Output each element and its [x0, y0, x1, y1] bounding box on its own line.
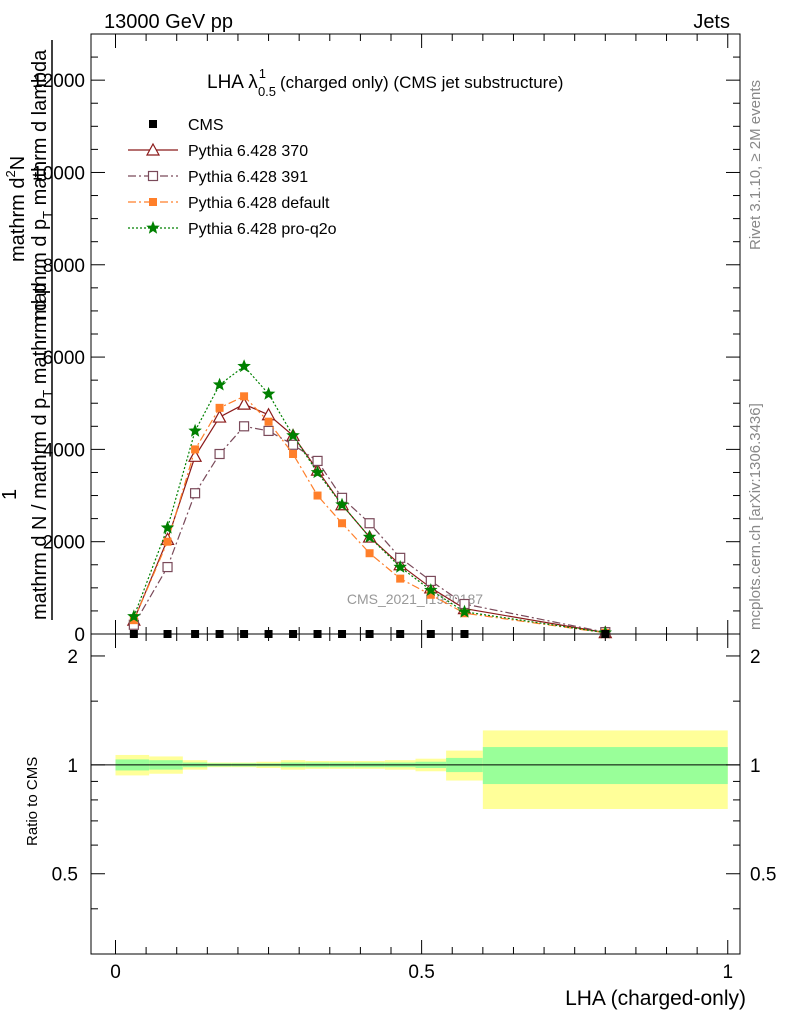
main-y-label: 1 mathrm d2N mathrm d pT mathrm d lambda…	[0, 40, 55, 620]
header-right: Jets	[693, 11, 730, 33]
data-point	[310, 465, 325, 479]
data-point	[335, 497, 349, 511]
legend-label: Pythia 6.428 pro-q2o	[188, 221, 337, 238]
series-line	[133, 395, 606, 634]
ratio-bands	[91, 730, 740, 810]
legend-entry: Pythia 6.428 pro-q2o	[128, 220, 337, 238]
main-title: LHA λ1 0.5 (charged only) (CMS jet substru…	[207, 66, 563, 99]
data-point	[457, 604, 472, 618]
data-point	[289, 450, 298, 458]
x-axis-label: LHA (charged-only)	[565, 987, 746, 1010]
data-point	[212, 377, 227, 391]
y-tick-label: 2000	[43, 533, 85, 554]
legend-marker	[146, 220, 160, 234]
ratio-y-tick-label: 1	[67, 756, 78, 777]
data-point	[393, 559, 407, 573]
x-tick-label: 1	[722, 962, 733, 983]
data-point	[426, 590, 435, 599]
main-title-rest: (charged only) (CMS jet substructure)	[280, 73, 563, 92]
legend-marker	[149, 120, 157, 128]
y-tick-label: 4000	[43, 440, 85, 461]
data-point	[313, 491, 322, 500]
main-y-axis: 0 2000 4000 6000 8000 10000 12000	[32, 33, 740, 646]
ratio-y-tick-label: 0.5	[52, 865, 78, 886]
data-point	[364, 518, 375, 529]
ratio-y-tick-label-right: 0.5	[750, 865, 776, 886]
y-tick-label: 8000	[43, 256, 85, 277]
y-label-one: 1	[0, 489, 21, 500]
legend-entry: Pythia 6.428 391	[128, 169, 308, 186]
data-point	[127, 609, 141, 623]
legend-entry: Pythia 6.428 370	[128, 142, 308, 160]
legend-label: Pythia 6.428 370	[188, 143, 308, 160]
data-point	[362, 529, 377, 543]
mcplots-label: mcplots.cern.ch [arXiv:1306.3436]	[747, 403, 764, 630]
data-point	[189, 488, 201, 499]
series-line	[133, 403, 606, 634]
legend: CMS Pythia 6.428 370 Pythia 6.428 391 Pythi…	[128, 117, 337, 238]
data-point	[240, 392, 249, 401]
series-pythia-6-428-default	[129, 392, 610, 637]
data-point	[160, 520, 175, 534]
legend-marker	[149, 198, 157, 206]
data-point	[261, 386, 276, 400]
ratio-y-tick-label: 2	[67, 647, 78, 668]
data-point	[263, 425, 274, 437]
series-line	[133, 425, 606, 633]
y-label-denominator: mathrm d pT mathrm d lambda	[29, 49, 55, 320]
legend-entry: CMS	[149, 117, 224, 134]
ratio-axes: 0 0.5 1 0.5 0.5 1 1 2 2	[52, 634, 776, 983]
data-point	[163, 537, 172, 546]
legend-label: Pythia 6.428 default	[188, 195, 330, 212]
series-line	[133, 365, 606, 634]
y-label-numerator: mathrm d2N	[3, 156, 29, 262]
data-point	[191, 445, 200, 454]
y-label-normalization: mathrm d N / mathrm d pT mathrm d p	[29, 283, 55, 620]
y-tick-label: 12000	[32, 71, 85, 92]
legend-marker	[145, 142, 161, 156]
legend-label: Pythia 6.428 391	[188, 169, 308, 186]
y-tick-label: 0	[74, 625, 85, 646]
ratio-y-tick-label-right: 1	[750, 756, 761, 777]
legend-label: CMS	[188, 117, 224, 134]
data-point	[162, 561, 173, 573]
header-left: 13000 GeV pp	[104, 11, 233, 33]
data-point	[188, 423, 202, 437]
ratio-panel-frame	[90, 633, 741, 955]
data-point	[212, 409, 227, 423]
ratio-y-tick-label-right: 2	[750, 647, 761, 668]
data-point	[312, 455, 323, 467]
data-point	[214, 448, 225, 460]
y-tick-label: 10000	[32, 163, 85, 184]
y-tick-label: 6000	[43, 348, 85, 369]
x-tick-label: 0	[110, 962, 121, 983]
data-point	[238, 421, 250, 432]
main-x-axis	[114, 34, 729, 634]
data-point	[264, 417, 273, 426]
data-point	[287, 439, 299, 450]
data-point	[237, 396, 252, 410]
data-point	[396, 574, 405, 583]
data-point	[129, 616, 138, 625]
legend-entry: Pythia 6.428 default	[128, 195, 330, 212]
data-point	[215, 403, 224, 412]
main-title-lha: LHA λ	[207, 72, 258, 93]
ratio-y-label: Ratio to CMS	[24, 757, 41, 846]
x-tick-label: 0.5	[408, 962, 434, 983]
data-point	[365, 549, 374, 558]
main-title-sup: 1	[259, 66, 266, 81]
rivet-label: Rivet 3.1.10, ≥ 2M events	[747, 80, 764, 250]
ratio-stat-band	[482, 747, 728, 785]
data-point	[286, 428, 300, 442]
main-title-sub: 0.5	[258, 84, 276, 99]
legend-marker	[147, 170, 159, 182]
data-point	[424, 583, 438, 596]
data-point	[237, 359, 251, 373]
analysis-watermark: CMS_2021_I1920187	[347, 591, 483, 607]
data-point	[338, 519, 347, 528]
